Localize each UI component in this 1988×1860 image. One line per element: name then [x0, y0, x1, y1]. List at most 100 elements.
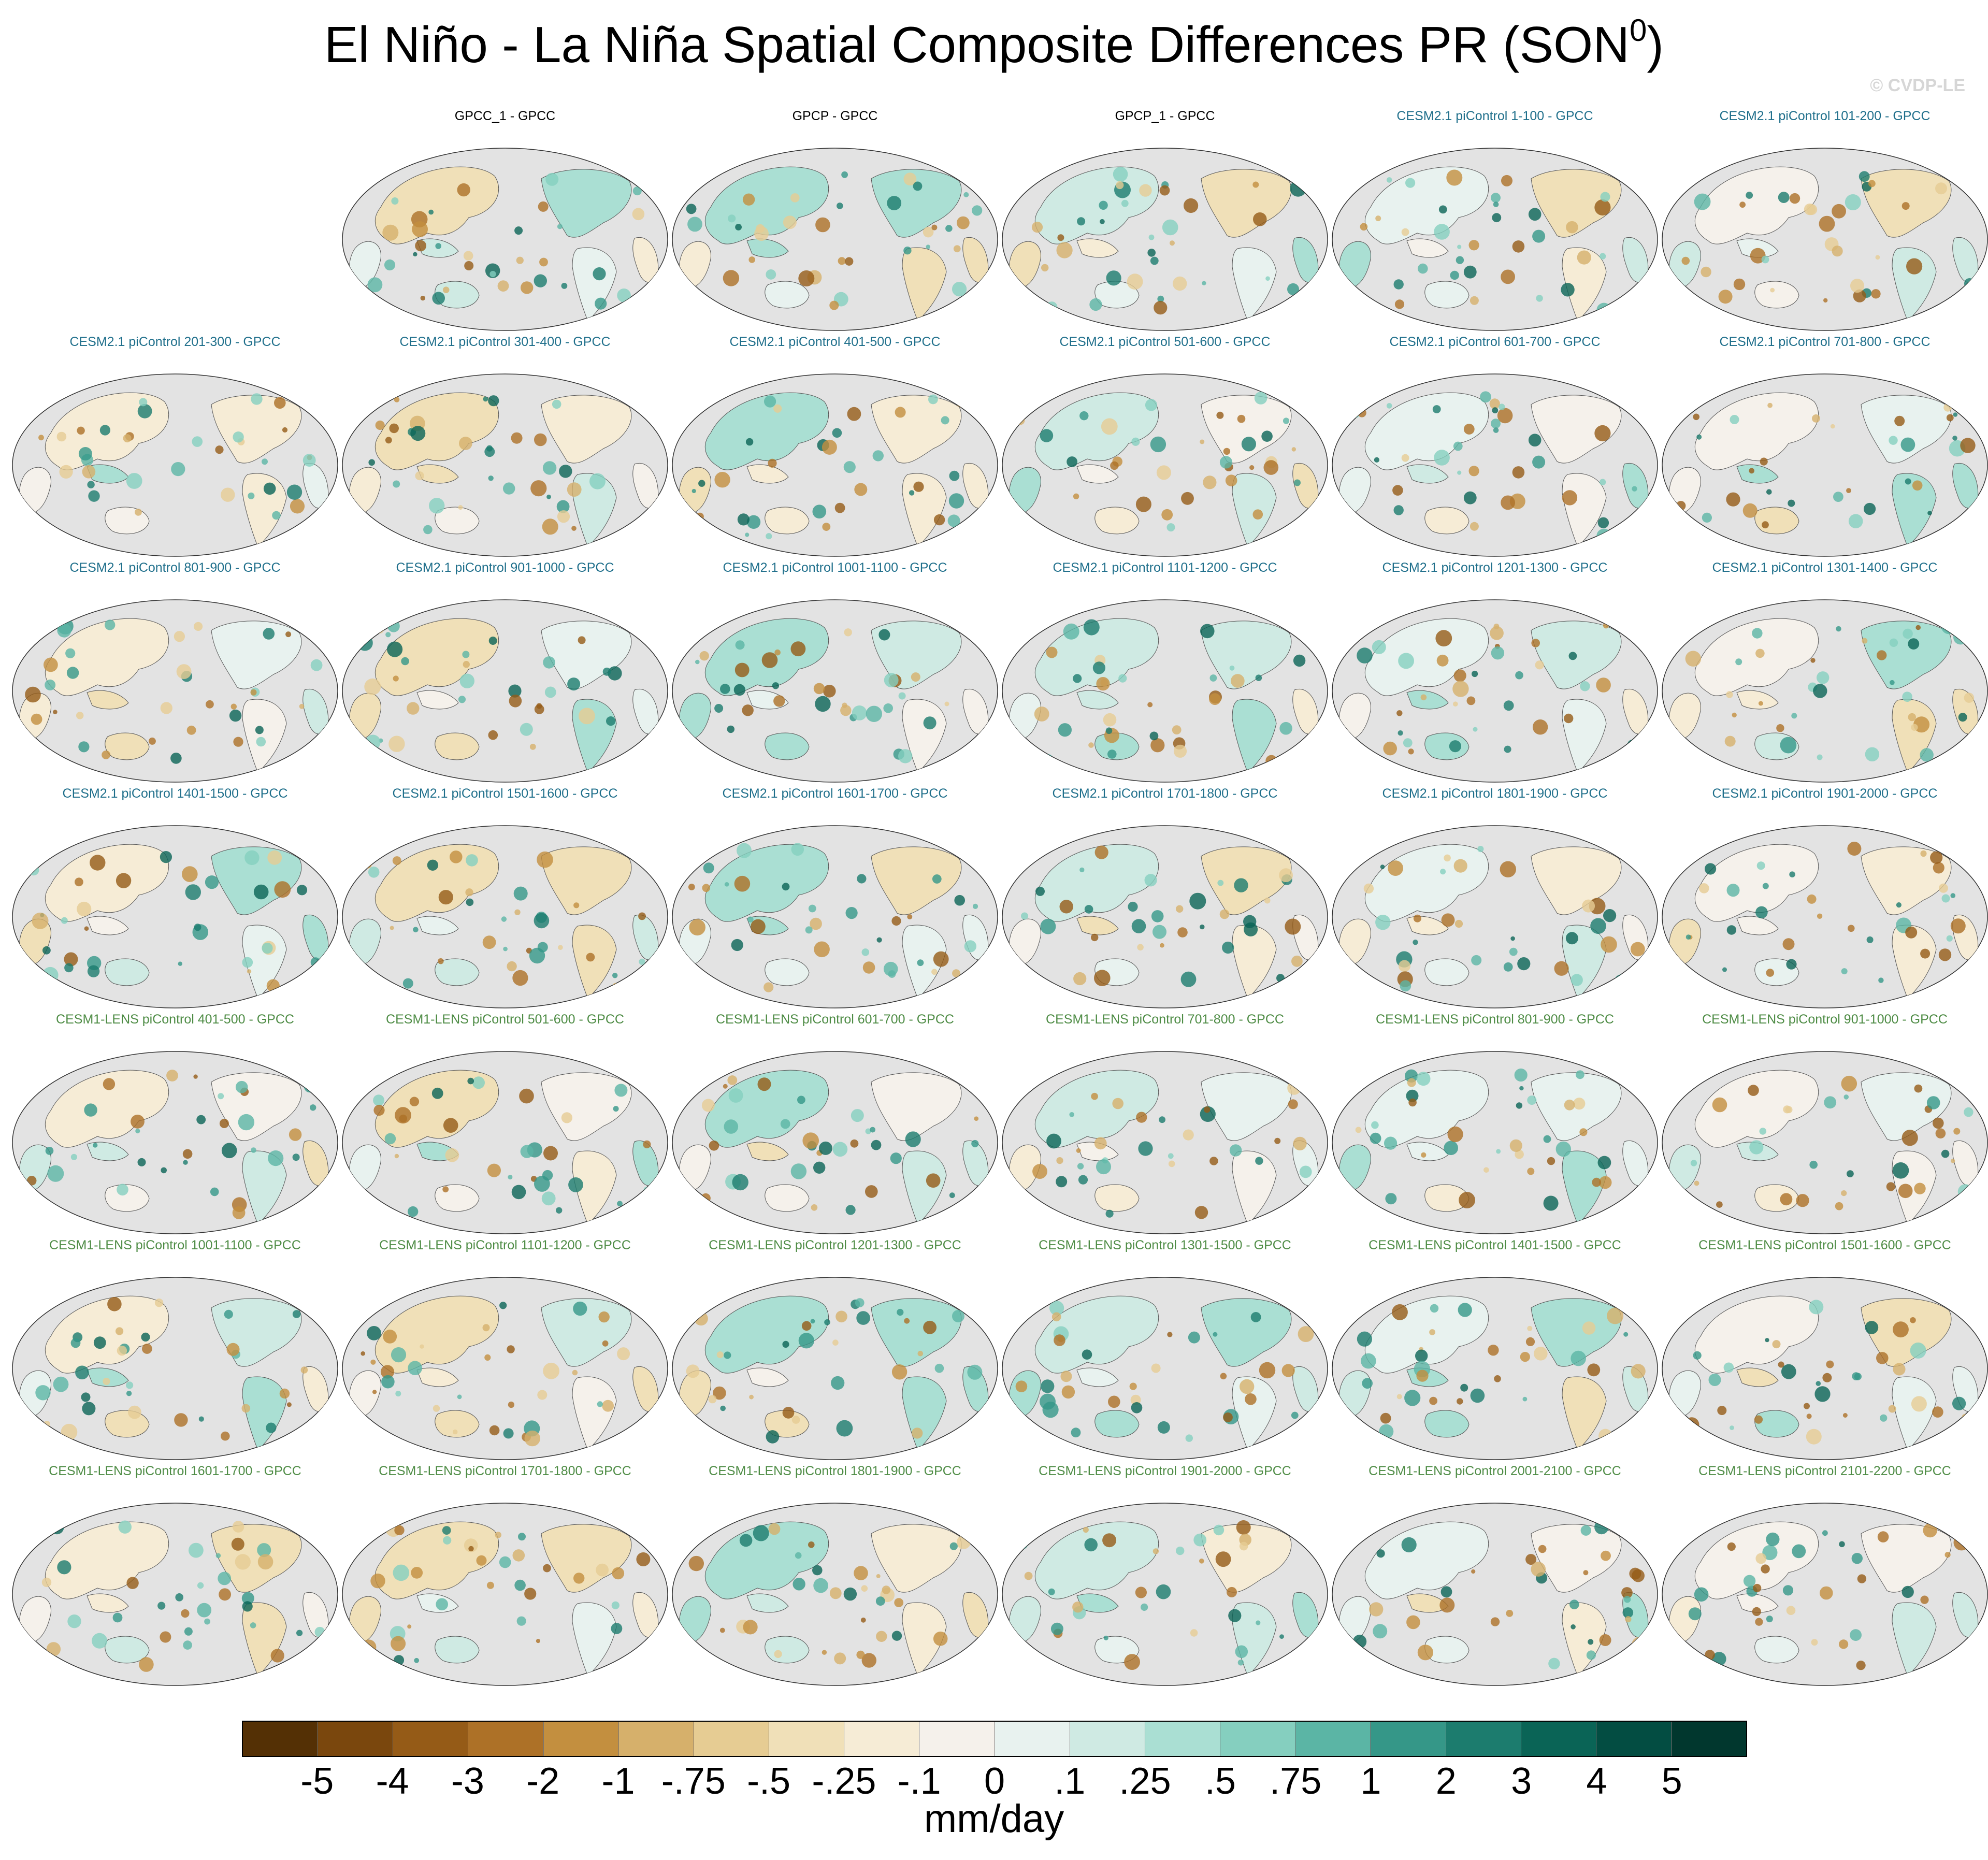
anomaly-blob: [1690, 1160, 1697, 1166]
panel-label: CESM1-LENS piControl 401-500 - GPCC: [56, 1012, 294, 1027]
anomaly-blob: [1807, 894, 1817, 904]
anomaly-blob: [934, 1363, 944, 1373]
anomaly-blob: [1767, 402, 1773, 408]
map-panel: CESM2.1 piControl 1801-1900 - GPCC: [1329, 786, 1661, 1009]
anomaly-blob: [1857, 1574, 1867, 1583]
anomaly-blob: [1847, 1170, 1854, 1177]
anomaly-blob: [268, 1150, 284, 1166]
anomaly-blob: [1796, 1194, 1809, 1207]
anomaly-blob: [944, 701, 949, 706]
anomaly-blob: [790, 193, 800, 203]
anomaly-blob: [1548, 1657, 1560, 1669]
world-map: [1332, 599, 1658, 783]
anomaly-blob: [1255, 1157, 1263, 1165]
anomaly-blob: [44, 657, 58, 672]
anomaly-blob: [1147, 702, 1153, 708]
anomaly-blob: [1888, 1405, 1896, 1413]
anomaly-blob: [1135, 496, 1151, 512]
anomaly-blob: [1453, 859, 1467, 873]
world-map: [12, 825, 338, 1008]
anomaly-blob: [1287, 1081, 1301, 1095]
anomaly-blob: [1587, 1363, 1601, 1377]
anomaly-blob: [476, 1555, 487, 1566]
map-panel: CESM1-LENS piControl 1401-1500 - GPCC: [1329, 1238, 1661, 1461]
anomaly-blob: [1614, 974, 1629, 989]
anomaly-blob: [1129, 1382, 1137, 1390]
credit-watermark: © CVDP-LE: [1870, 76, 1965, 95]
anomaly-blob: [1962, 513, 1974, 525]
anomaly-blob: [1237, 1660, 1244, 1666]
land-mass: [1201, 1072, 1292, 1141]
anomaly-blob: [42, 946, 51, 955]
anomaly-blob: [1730, 415, 1739, 424]
anomaly-blob: [87, 965, 100, 977]
anomaly-blob: [536, 1639, 540, 1643]
anomaly-blob: [1864, 502, 1876, 515]
anomaly-blob: [727, 725, 734, 733]
world-map: [672, 148, 998, 331]
anomaly-blob: [1159, 185, 1170, 196]
anomaly-blob: [751, 919, 766, 934]
anomaly-blob: [286, 484, 302, 500]
anomaly-blob: [1527, 1095, 1537, 1105]
land-mass: [45, 1295, 169, 1374]
anomaly-blob: [1151, 910, 1164, 922]
anomaly-blob: [808, 904, 816, 913]
anomaly-blob: [1457, 244, 1462, 249]
map-panel: CESM1-LENS piControl 1901-2000 - GPCC: [999, 1464, 1331, 1686]
anomaly-blob: [602, 1340, 609, 1347]
anomaly-blob: [1676, 501, 1686, 511]
land-mass: [416, 690, 459, 710]
anomaly-blob: [1034, 706, 1049, 722]
anomaly-blob: [959, 1427, 968, 1436]
anomaly-blob: [1015, 1380, 1028, 1392]
anomaly-blob: [1040, 429, 1054, 442]
anomaly-blob: [221, 487, 235, 502]
land-mass: [1861, 1072, 1952, 1141]
anomaly-blob: [530, 480, 547, 497]
anomaly-blob: [1590, 918, 1606, 934]
anomaly-blob: [1776, 724, 1784, 732]
anomaly-blob: [1953, 1128, 1961, 1135]
panel-label: CESM1-LENS piControl 701-800 - GPCC: [1046, 1012, 1284, 1027]
anomaly-blob: [218, 1571, 232, 1585]
anomaly-blob: [1084, 1538, 1098, 1552]
anomaly-blob: [464, 261, 474, 270]
anomaly-blob: [782, 1407, 795, 1419]
land-mass: [1034, 392, 1159, 470]
anomaly-blob: [92, 1633, 108, 1649]
anomaly-blob: [41, 1577, 52, 1588]
anomaly-blob: [780, 1119, 790, 1129]
anomaly-blob: [1394, 299, 1405, 309]
anomaly-blob: [367, 277, 383, 293]
panel-label: CESM2.1 piControl 801-900 - GPCC: [69, 560, 281, 575]
anomaly-blob: [313, 1306, 323, 1317]
anomaly-blob: [251, 1147, 256, 1153]
anomaly-blob: [296, 885, 308, 896]
anomaly-blob: [1753, 1583, 1762, 1593]
anomaly-blob: [1632, 1637, 1647, 1652]
anomaly-blob: [1631, 1364, 1646, 1379]
anomaly-blob: [384, 1133, 396, 1145]
anomaly-blob: [688, 884, 695, 890]
anomaly-blob: [701, 1099, 715, 1112]
anomaly-blob: [1418, 263, 1428, 274]
anomaly-blob: [1949, 1201, 1954, 1207]
anomaly-blob: [1393, 279, 1404, 290]
anomaly-blob: [381, 1375, 395, 1389]
anomaly-blob: [923, 1320, 937, 1334]
anomaly-blob: [1866, 936, 1874, 943]
anomaly-blob: [170, 753, 182, 764]
anomaly-blob: [1145, 399, 1158, 411]
anomaly-blob: [401, 657, 409, 666]
anomaly-blob: [1953, 630, 1968, 645]
anomaly-blob: [1759, 1128, 1767, 1135]
anomaly-blob: [66, 667, 79, 679]
anomaly-blob: [274, 881, 291, 898]
anomaly-blob: [1755, 648, 1765, 658]
anomaly-blob: [716, 1351, 724, 1358]
anomaly-blob: [427, 859, 439, 871]
anomaly-blob: [257, 1543, 271, 1558]
colorbar-tick-label: .75: [1270, 1761, 1322, 1802]
anomaly-blob: [1749, 468, 1754, 474]
